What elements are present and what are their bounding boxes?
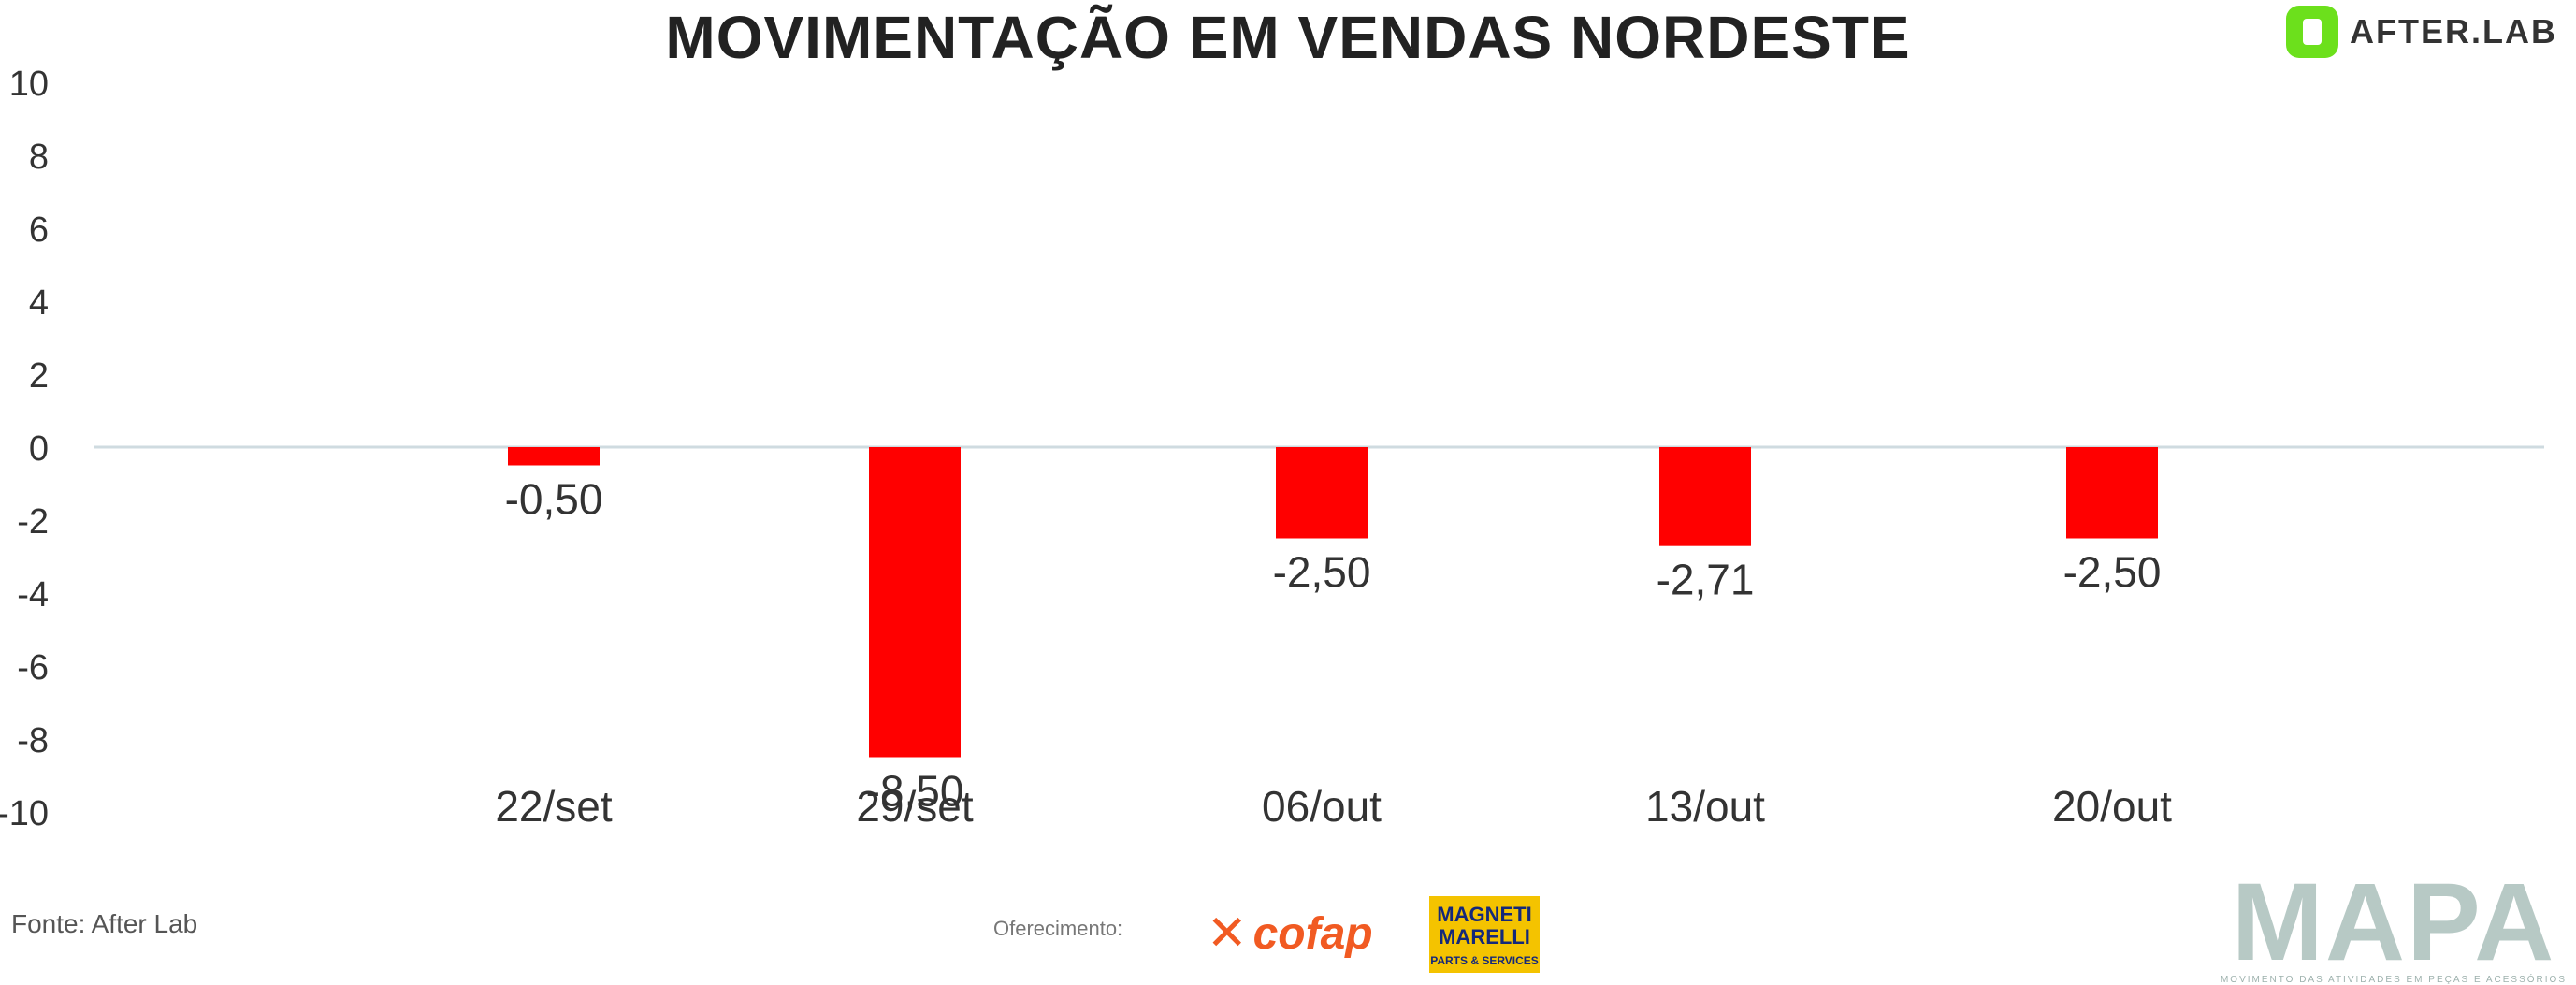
y-tick-label: 10 bbox=[9, 65, 49, 104]
source-note: Fonte: After Lab bbox=[11, 909, 198, 938]
sponsor-label: Oferecimento: bbox=[993, 917, 1123, 940]
bar bbox=[1276, 447, 1368, 539]
y-tick-label: 0 bbox=[29, 429, 49, 469]
x-tick-label: 13/out bbox=[1645, 782, 1765, 831]
data-label: -8,50 bbox=[866, 767, 964, 816]
y-tick-label: 2 bbox=[29, 356, 49, 396]
bar-chart: 10 8 6 4 2 0 -2 -4 -6 -8 -10 -0,50 22/set -8,5029/set… bbox=[0, 65, 2544, 833]
magneti-marelli-logo: MAGNETI MARELLI PARTS & SERVICES bbox=[1429, 896, 1540, 973]
afterlab-logo: AFTER.LAB bbox=[2286, 6, 2557, 58]
data-label: -2,50 bbox=[1273, 548, 1371, 597]
x-tick-label: 06/out bbox=[1262, 782, 1382, 831]
bar bbox=[2066, 447, 2158, 539]
mapa-logo-subtext: MOVIMENTO DAS ATIVIDADES EM PEÇAS E ACES… bbox=[2220, 975, 2567, 985]
y-tick-label: -10 bbox=[0, 794, 49, 833]
magneti-marelli-subtext: PARTS & SERVICES bbox=[1430, 954, 1539, 967]
afterlab-logo-text: AFTER.LAB bbox=[2350, 12, 2557, 51]
y-tick-label: -4 bbox=[17, 575, 49, 615]
cofap-logo-text: cofap bbox=[1252, 908, 1373, 959]
y-tick-label: -6 bbox=[17, 648, 49, 688]
page-title: MOVIMENTAÇÃO EM VENDAS NORDESTE bbox=[665, 4, 1911, 71]
data-label: -2,50 bbox=[2063, 548, 2162, 597]
y-tick-label: -2 bbox=[17, 502, 49, 542]
mapa-logo: MAPA MOVIMENTO DAS ATIVIDADES EM PEÇAS E… bbox=[2220, 861, 2567, 985]
y-tick-label: -8 bbox=[17, 721, 49, 760]
x-tick-label: 20/out bbox=[2052, 782, 2172, 831]
magneti-marelli-logo-text: MAGNETI MARELLI bbox=[1437, 903, 1532, 949]
x-tick-label: 29/set bbox=[856, 782, 974, 831]
bar bbox=[508, 447, 600, 466]
data-label: -2,71 bbox=[1657, 556, 1755, 604]
mapa-logo-text: MAPA bbox=[2231, 861, 2556, 984]
y-tick-label: 4 bbox=[29, 283, 49, 323]
data-label: -0,50 bbox=[505, 475, 603, 524]
cofap-logo: ✕ cofap bbox=[1207, 905, 1373, 962]
bar bbox=[1659, 447, 1751, 546]
cofap-x-icon: ✕ bbox=[1207, 906, 1248, 961]
x-tick-label: 22/set bbox=[495, 782, 613, 831]
afterlab-logo-icon bbox=[2286, 6, 2339, 58]
bar bbox=[869, 447, 961, 758]
y-tick-label: 8 bbox=[29, 138, 49, 177]
y-tick-label: 6 bbox=[29, 210, 49, 250]
